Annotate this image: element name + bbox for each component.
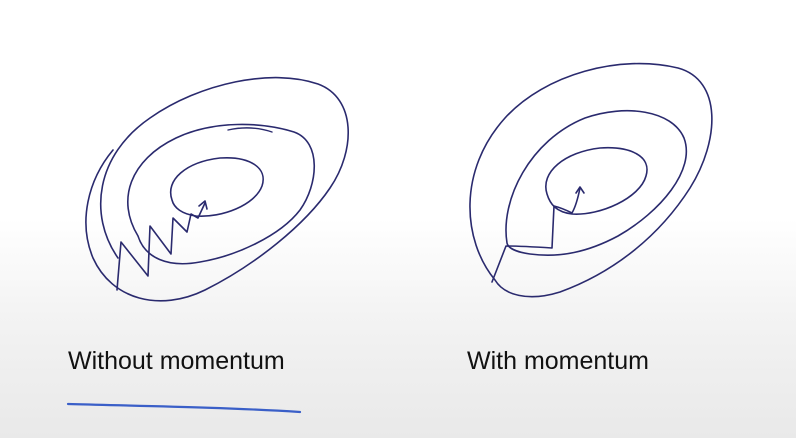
caption-without-momentum: Without momentum xyxy=(68,347,285,375)
right-arrowhead xyxy=(575,186,585,194)
right-middle-contour xyxy=(505,109,687,256)
left-zigzag-path xyxy=(116,202,206,291)
right-contour-plot xyxy=(469,62,713,298)
left-contour-plot xyxy=(85,76,349,302)
right-momentum-path xyxy=(491,187,581,283)
left-middle-contour-tail xyxy=(227,127,273,133)
left-arrowhead xyxy=(198,200,208,210)
left-inner-contour xyxy=(169,157,264,217)
right-inner-contour xyxy=(545,146,648,215)
caption-underline xyxy=(66,402,302,414)
caption-with-momentum: With momentum xyxy=(467,347,649,375)
left-outer-contour xyxy=(85,76,349,302)
left-middle-contour xyxy=(127,123,315,265)
right-outer-contour xyxy=(469,62,713,298)
